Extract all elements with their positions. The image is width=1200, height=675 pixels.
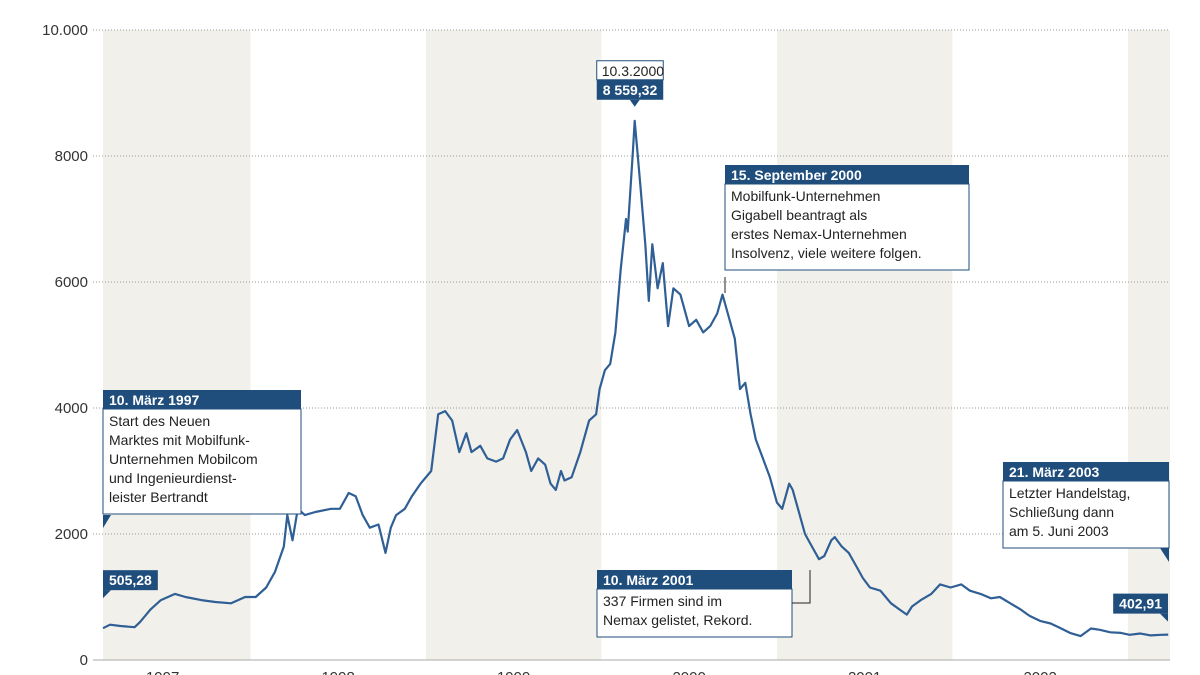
callout: 15. September 2000 Mobilfunk-Unternehmen G…	[724, 165, 970, 293]
callout-text: 337 Firmen sind im	[603, 593, 722, 609]
callout-text: Schließung dann	[1009, 504, 1114, 520]
y-tick-label: 10.000	[42, 22, 88, 39]
peak-date-text: 10.3.2000	[602, 63, 664, 79]
y-tick-label: 0	[80, 652, 88, 669]
callout-text: Gigabell beantragt als	[731, 207, 867, 223]
year-band	[1127, 30, 1170, 660]
callout-header	[597, 570, 792, 589]
x-tick-label: 2002	[1023, 669, 1056, 675]
callout-title: 15. September 2000	[731, 167, 862, 183]
callout-header	[103, 390, 301, 409]
callout-text: Marktes mit Mobilfunk-	[109, 432, 250, 448]
callout-body	[1002, 480, 1170, 549]
plot	[102, 119, 1169, 638]
y-tick-label: 6000	[55, 274, 88, 291]
value-label: 8 559,32	[596, 79, 664, 107]
value-label: 402,91	[1113, 593, 1168, 622]
callout: 10. März 2001 337 Firmen sind im Nemax gel…	[596, 570, 811, 638]
peak-date: 10.3.2000	[596, 60, 664, 81]
callout: 10. März 1997 Start des Neuen Marktes mit …	[102, 390, 302, 528]
value-label-box	[103, 570, 158, 591]
callout-text: Mobilfunk-Unternehmen	[731, 188, 880, 204]
index-line	[102, 119, 1169, 638]
callout-text: Nemax gelistet, Rekord.	[603, 612, 752, 628]
y-tick-label: 8000	[55, 148, 88, 165]
callout-header	[725, 165, 969, 184]
value-label-text: 8 559,32	[603, 82, 658, 98]
callout-title: 10. März 1997	[109, 392, 199, 408]
grid: 1997 1998 1999 2000 2001 2002 2003 0 2000 4000 600…	[42, 22, 1200, 675]
y-tick-label: 2000	[55, 526, 88, 543]
callout-text: Unternehmen Mobilcom	[109, 451, 258, 467]
callout-text: Start des Neuen	[109, 413, 210, 429]
callout-text: am 5. Juni 2003	[1009, 523, 1109, 539]
pointer	[103, 590, 111, 599]
callout-title: 10. März 2001	[603, 572, 693, 588]
year-band	[103, 30, 251, 660]
x-tick-label: 1999	[497, 669, 530, 675]
callout-pointer	[792, 570, 811, 604]
value-label-text: 402,91	[1119, 596, 1162, 612]
callout-text: Insolvenz, viele weitere folgen.	[731, 245, 922, 261]
callout-body	[724, 183, 970, 271]
x-tick-label: 2000	[672, 669, 705, 675]
value-label-box	[1113, 593, 1168, 614]
x-tick-label: 1997	[146, 669, 179, 675]
x-tick-label: 2003	[1199, 669, 1200, 675]
value-label: 505,28	[103, 570, 158, 599]
x-tick-label: 2001	[848, 669, 881, 675]
callout-pointer	[1160, 548, 1169, 562]
callout-pointer	[103, 515, 111, 528]
y-tick-label: 4000	[55, 400, 88, 417]
value-label-text: 505,28	[109, 572, 152, 588]
annotations: 505,28 8 559,32 402,91 10.3.2000 10. März 19…	[102, 60, 1170, 638]
callout-text: leister Bertrandt	[109, 489, 208, 505]
year-band	[425, 30, 602, 660]
year-bands	[103, 30, 1170, 660]
value-label-box	[596, 79, 664, 100]
callout-body	[102, 408, 302, 515]
callout-header	[1003, 462, 1169, 481]
callout-text: und Ingenieurdienst-	[109, 470, 237, 486]
callout: 21. März 2003 Letzter Handelstag, Schließu…	[1002, 462, 1170, 562]
callout-title: 21. März 2003	[1009, 464, 1099, 480]
pointer	[629, 99, 640, 107]
callout-text: erstes Nemax-Unternehmen	[731, 226, 907, 242]
callout-body	[596, 588, 793, 638]
x-tick-label: 1998	[321, 669, 354, 675]
year-band	[776, 30, 953, 660]
pointer	[1160, 613, 1168, 622]
peak-date-box	[596, 60, 664, 81]
callout-text: Letzter Handelstag,	[1009, 485, 1130, 501]
